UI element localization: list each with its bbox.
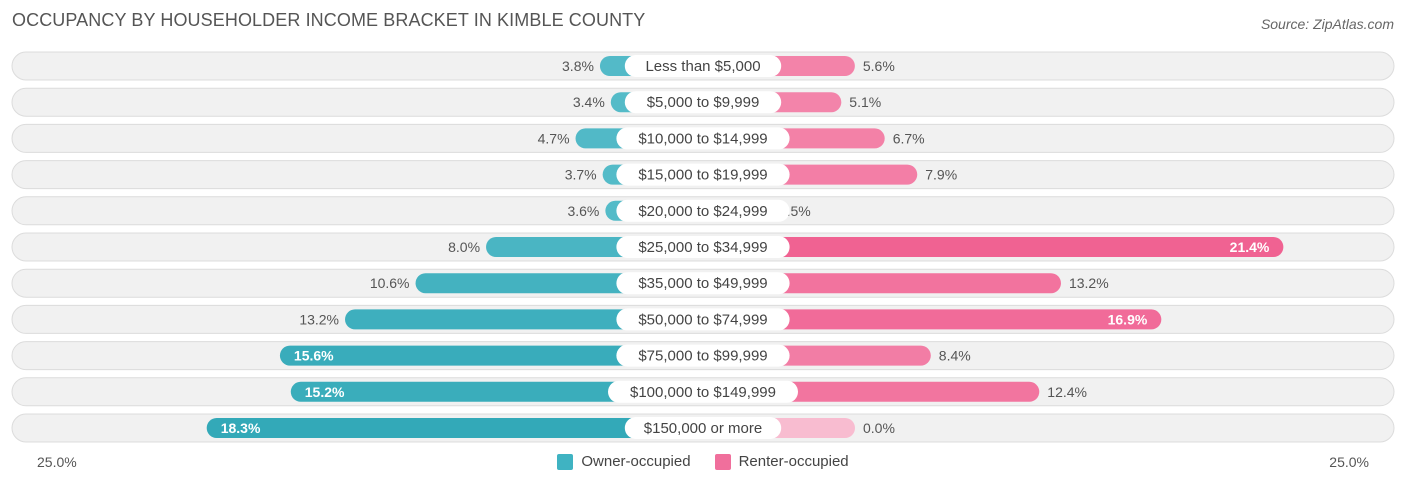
chart: 3.8% 5.6% Less than $5,000 3.4% 5.1% $5,000 t… — [11, 51, 1395, 443]
category-label: $50,000 to $74,999 — [638, 311, 767, 328]
renter-value-label: 21.4% — [1230, 239, 1270, 255]
category-label-background — [616, 236, 790, 258]
category-label: $75,000 to $99,999 — [638, 348, 767, 365]
legend: Owner-occupied Renter-occupied — [0, 453, 1406, 470]
legend-item-renter: Renter-occupied — [714, 453, 849, 470]
category-label-background — [624, 417, 782, 439]
owner-value-label: 10.6% — [370, 275, 410, 291]
category-label: $35,000 to $49,999 — [638, 275, 767, 292]
category-label-background — [624, 91, 782, 114]
category-label: $5,000 to $9,999 — [647, 94, 760, 111]
category-label-background — [616, 163, 790, 186]
renter-bar — [703, 273, 1061, 294]
legend-item-owner: Owner-occupied — [557, 453, 691, 470]
category-label-background — [608, 380, 798, 403]
category-label: $15,000 to $19,999 — [638, 167, 767, 184]
chart-source: Source: ZipAtlas.com — [1260, 16, 1394, 32]
category-label-background — [616, 127, 790, 150]
owner-value-label: 15.2% — [305, 384, 345, 400]
owner-value-label: 3.4% — [573, 94, 605, 110]
owner-bar — [279, 345, 703, 366]
chart-title: OCCUPANCY BY HOUSEHOLDER INCOME BRACKET … — [12, 10, 646, 30]
owner-value-label: 13.2% — [299, 311, 339, 327]
owner-bar — [290, 381, 703, 402]
category-label-background — [624, 55, 782, 77]
legend-swatch-owner — [557, 453, 574, 470]
owner-bar — [206, 418, 704, 438]
category-label-background — [616, 308, 790, 331]
renter-value-label: 12.4% — [1047, 384, 1087, 400]
renter-bar — [703, 309, 1162, 330]
category-label-background — [616, 272, 790, 295]
renter-value-label: 5.1% — [849, 94, 881, 110]
category-label-background — [616, 344, 790, 367]
legend-label-owner: Owner-occupied — [581, 453, 691, 470]
axis-left-label: 25.0% — [37, 454, 77, 470]
category-label: Less than $5,000 — [645, 58, 760, 75]
legend-swatch-renter — [714, 453, 731, 470]
category-label: $25,000 to $34,999 — [638, 239, 767, 256]
owner-value-label: 3.8% — [562, 58, 594, 74]
owner-value-label: 15.6% — [294, 348, 334, 364]
category-label: $100,000 to $149,999 — [630, 384, 776, 401]
renter-value-label: 13.2% — [1069, 275, 1109, 291]
renter-value-label: 6.7% — [893, 130, 925, 146]
owner-bar — [345, 309, 703, 330]
axis-right-label: 25.0% — [1329, 454, 1369, 470]
owner-value-label: 3.6% — [567, 203, 599, 219]
renter-value-label: 8.4% — [939, 348, 971, 364]
category-label: $10,000 to $14,999 — [638, 130, 767, 147]
category-label: $20,000 to $24,999 — [638, 203, 767, 220]
owner-value-label: 18.3% — [221, 420, 261, 436]
owner-value-label: 8.0% — [448, 239, 480, 255]
owner-value-label: 3.7% — [565, 167, 597, 183]
owner-value-label: 4.7% — [538, 130, 570, 146]
renter-value-label: 5.6% — [863, 58, 895, 74]
renter-bar — [703, 237, 1284, 257]
renter-value-label: 16.9% — [1108, 311, 1148, 327]
legend-label-renter: Renter-occupied — [738, 453, 849, 470]
category-label: $150,000 or more — [644, 420, 762, 437]
renter-value-label: 0.0% — [863, 420, 895, 436]
category-label-background — [616, 199, 790, 222]
renter-value-label: 7.9% — [925, 167, 957, 183]
